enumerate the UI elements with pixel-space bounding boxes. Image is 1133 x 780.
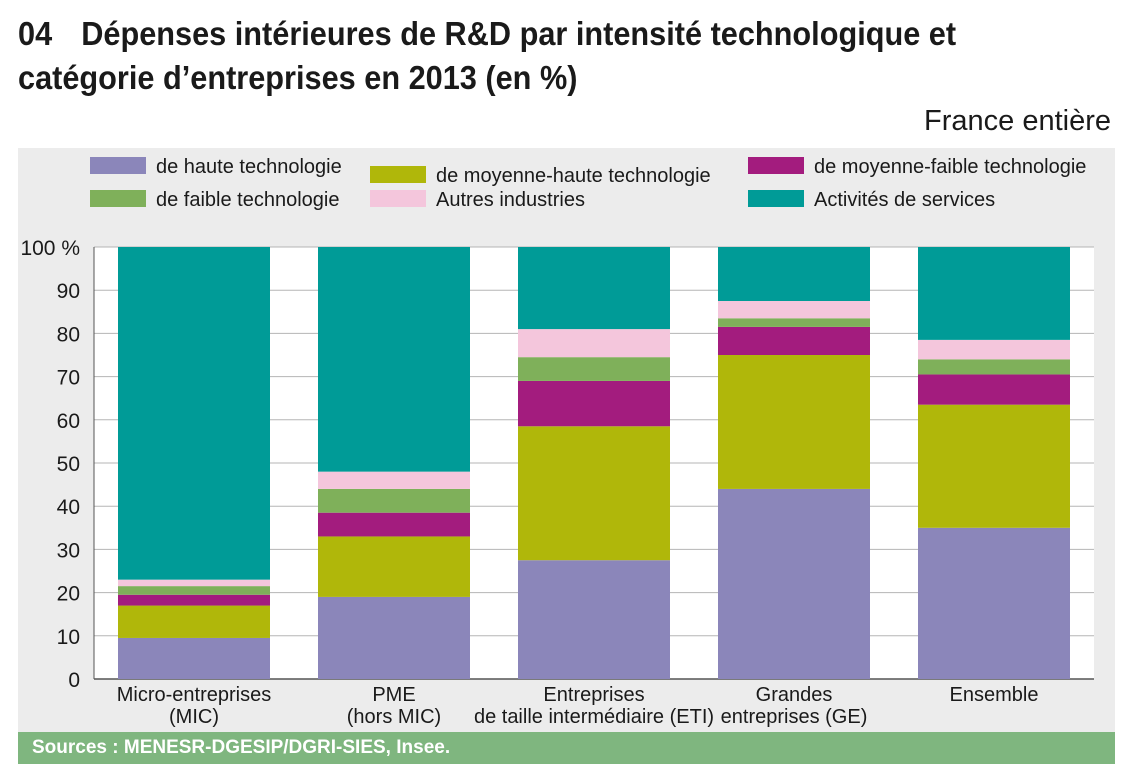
x-tick-label: Entreprises [543,684,644,706]
bar-segment [718,247,870,301]
bar-segment [718,355,870,489]
x-tick-label: entreprises (GE) [721,706,868,728]
bar-segment [718,488,870,679]
bar-segment [118,605,270,638]
bar-segment [118,586,270,595]
stacked-bar-chart: 0 10 20 30 40 50 60 70 80 90 100 % Micro-entreprise… [20,156,1094,728]
bar-segment [318,512,470,537]
bar-segment [918,359,1070,375]
bar-segment [118,579,270,587]
legend-label: de moyenne-haute technologie [436,165,711,187]
x-tick-label: de taille intermédiaire (ETI) [474,706,714,728]
legend-label: Activités de services [814,189,995,211]
chart-panel: 0 10 20 30 40 50 60 70 80 90 100 % Micro-entreprise… [18,148,1115,732]
legend-swatch [370,190,426,207]
legend-label: de faible technologie [156,189,339,211]
y-tick-label: 60 [57,410,80,433]
bar-segment [118,594,270,606]
bar-segment [918,247,1070,340]
bar-segment [318,596,470,679]
legend-swatch [370,166,426,183]
y-tick-label: 30 [57,539,80,562]
bar-segment [518,560,670,679]
bar-segment [718,301,870,319]
bar-segment [518,247,670,330]
y-tick-label: 70 [57,367,80,390]
y-tick-label: 100 % [20,237,80,260]
bar-segment [318,488,470,513]
bar-segment [718,326,870,355]
bar-segment [518,329,670,358]
bar-segment [118,247,270,580]
y-tick-label: 40 [57,496,80,519]
bar-segment [918,339,1070,360]
x-tick-label: PME [372,684,415,706]
bar-segment [918,404,1070,528]
bar-segment [318,471,470,489]
x-tick-label: Ensemble [950,684,1039,706]
x-tick-label: Micro-entreprises [117,684,271,706]
legend-swatch [748,157,804,174]
bar-segment [518,426,670,561]
bar-segment [518,357,670,381]
geographic-scope: France entière [924,105,1111,137]
bar-segment [318,536,470,597]
sources-note: Sources : MENESR-DGESIP/DGRI-SIES, Insee… [18,732,1115,764]
x-tick-label: (hors MIC) [347,706,441,728]
legend-label: de moyenne-faible technologie [814,156,1086,178]
chart-title: 04 Dépenses intérieures de R&D par intens… [18,12,1041,100]
y-tick-label: 90 [57,280,80,303]
bar-segment [518,380,670,427]
x-tick-label: Grandes [756,684,833,706]
x-tick-label: (MIC) [169,706,219,728]
bar-segment [118,637,270,679]
figure-title: Dépenses intérieures de R&D par intensit… [18,15,957,96]
y-tick-label: 50 [57,453,80,476]
legend-label: de haute technologie [156,156,342,178]
bar-segment [918,374,1070,405]
legend-swatch [90,157,146,174]
y-tick-label: 80 [57,323,80,346]
figure-number: 04 [18,15,53,52]
y-tick-label: 10 [57,626,80,649]
y-tick-label: 20 [57,583,80,606]
bar-segment [318,247,470,472]
bar-segment [918,527,1070,679]
legend-swatch [748,190,804,207]
legend-swatch [90,190,146,207]
legend-label: Autres industries [436,189,585,211]
y-tick-label: 0 [68,669,80,692]
bar-segment [718,318,870,327]
